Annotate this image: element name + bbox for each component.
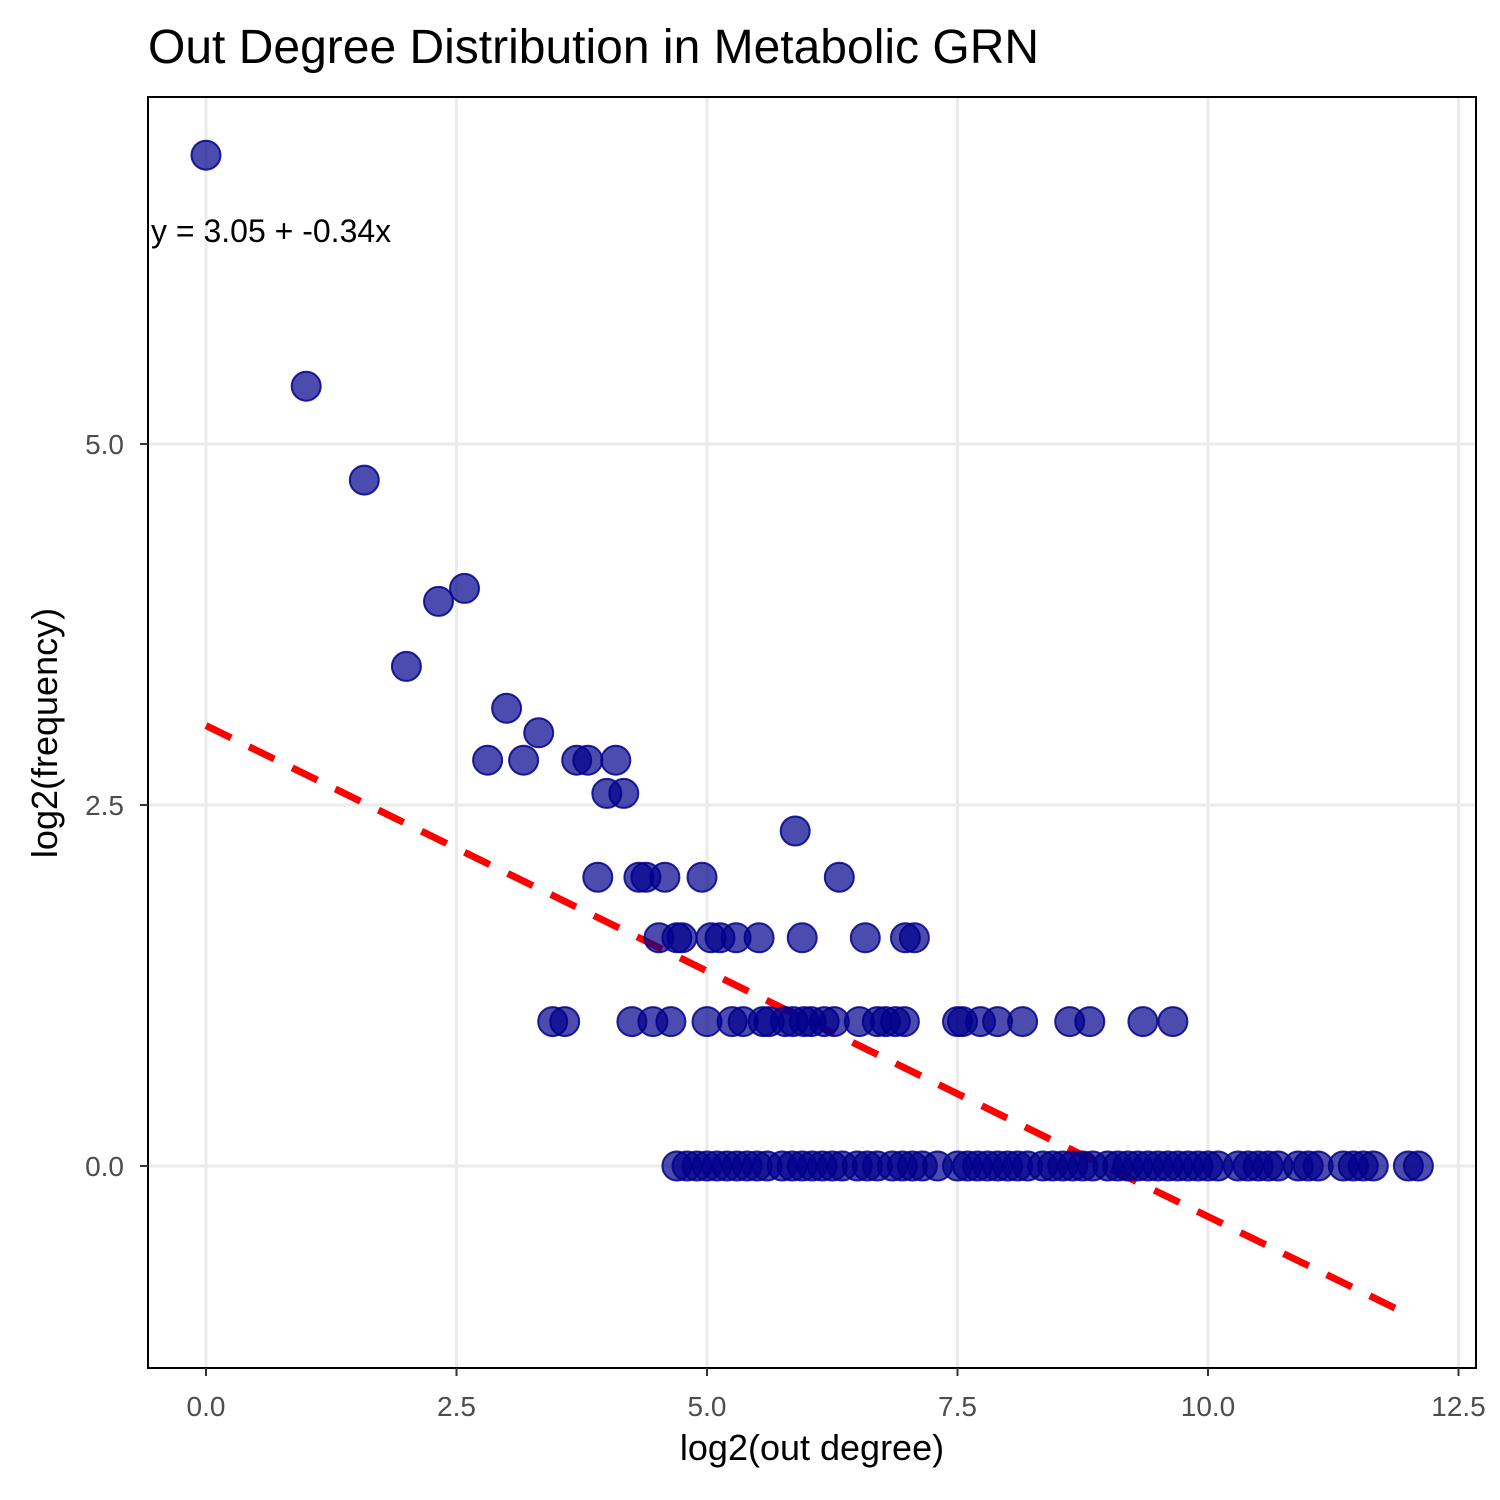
- data-point: [743, 922, 775, 954]
- data-point: [686, 861, 718, 893]
- data-point: [1127, 1006, 1159, 1038]
- data-point: [582, 861, 614, 893]
- data-point: [1357, 1150, 1389, 1182]
- data-point: [423, 585, 454, 617]
- data-point: [472, 744, 504, 776]
- x-axis-ticks: 0.0 2.5 5.0 7.5 10.0 12.5: [187, 1368, 1486, 1422]
- fit-line-group: [204, 722, 1400, 1313]
- data-point: [666, 922, 698, 954]
- x-tick-label: 0.0: [187, 1391, 226, 1422]
- data-point: [786, 922, 818, 954]
- data-point: [523, 717, 555, 749]
- data-point: [849, 922, 881, 954]
- y-axis-ticks: 0.0 2.5 5.0: [85, 429, 148, 1182]
- x-tick-label: 2.5: [437, 1391, 476, 1422]
- data-point: [823, 861, 855, 893]
- data-point: [190, 139, 222, 171]
- data-point: [649, 861, 681, 893]
- y-tick-label: 0.0: [85, 1151, 124, 1182]
- data-point: [779, 815, 811, 847]
- data-point: [390, 650, 422, 682]
- data-point: [608, 777, 640, 809]
- data-point: [888, 1006, 920, 1038]
- x-tick-label: 5.0: [688, 1391, 727, 1422]
- x-tick-label: 10.0: [1181, 1391, 1236, 1422]
- y-axis-title: log2(frequency): [24, 608, 65, 858]
- data-point: [1007, 1006, 1039, 1038]
- data-point: [572, 744, 604, 776]
- data-point: [1402, 1150, 1434, 1182]
- data-point: [655, 1006, 687, 1038]
- data-point: [898, 922, 930, 954]
- plot-panel-border: [147, 96, 1477, 1369]
- data-point: [290, 370, 322, 402]
- data-points: [190, 139, 1434, 1182]
- y-tick-label: 5.0: [85, 429, 124, 460]
- chart-title: Out Degree Distribution in Metabolic GRN: [148, 21, 1039, 74]
- grid-lines: [148, 97, 1476, 1368]
- regression-line: [204, 722, 1400, 1313]
- data-point: [449, 572, 480, 604]
- data-point: [600, 744, 632, 776]
- data-point: [1157, 1006, 1189, 1038]
- data-point: [348, 464, 380, 496]
- regression-equation: y = 3.05 + -0.34x: [151, 213, 391, 249]
- x-tick-label: 12.5: [1431, 1391, 1486, 1422]
- data-point: [1074, 1006, 1106, 1038]
- data-point: [491, 692, 523, 724]
- x-axis-title: log2(out degree): [680, 1427, 944, 1468]
- data-point: [508, 744, 540, 776]
- x-tick-label: 7.5: [938, 1391, 977, 1422]
- data-point: [549, 1006, 581, 1038]
- y-tick-label: 2.5: [85, 790, 124, 821]
